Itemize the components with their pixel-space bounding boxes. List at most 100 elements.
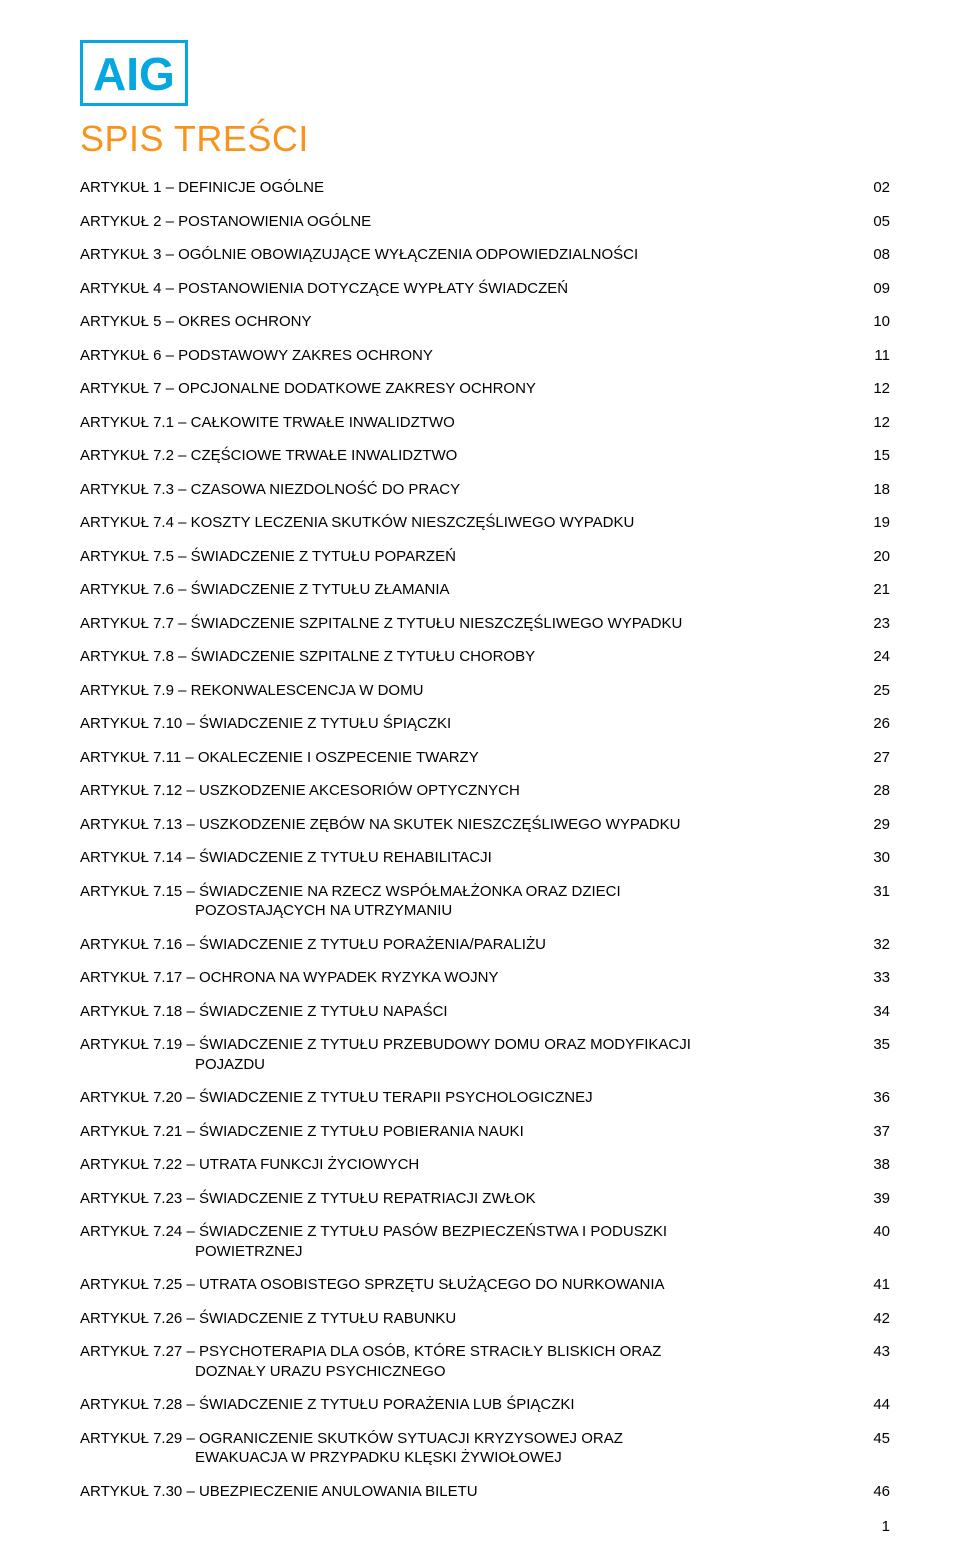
toc-page-number: 37 <box>860 1122 890 1142</box>
toc-page-number: 25 <box>860 681 890 701</box>
toc-row: ARTYKUŁ 7.11 – OKALECZENIE I OSZPECENIE … <box>80 748 890 768</box>
toc-title: ARTYKUŁ 7.26 – ŚWIADCZENIE Z TYTUŁU RABU… <box>80 1309 860 1329</box>
toc-row: ARTYKUŁ 7.17 – OCHRONA NA WYPADEK RYZYKA… <box>80 968 890 988</box>
toc-row: ARTYKUŁ 7.6 – ŚWIADCZENIE Z TYTUŁU ZŁAMA… <box>80 580 890 600</box>
toc-title: ARTYKUŁ 7.1 – CAŁKOWITE TRWAŁE INWALIDZT… <box>80 413 860 433</box>
toc-row: ARTYKUŁ 7.9 – REKONWALESCENCJA W DOMU25 <box>80 681 890 701</box>
toc-page-number: 21 <box>860 580 890 600</box>
toc-page-number: 40 <box>860 1222 890 1242</box>
toc-page-number: 29 <box>860 815 890 835</box>
toc-page-number: 19 <box>860 513 890 533</box>
toc-page-number: 09 <box>860 279 890 299</box>
toc-title: ARTYKUŁ 7.23 – ŚWIADCZENIE Z TYTUŁU REPA… <box>80 1189 860 1209</box>
toc-page-number: 31 <box>860 882 890 902</box>
toc-page-number: 42 <box>860 1309 890 1329</box>
toc-page-number: 15 <box>860 446 890 466</box>
toc-title-line2: POWIETRZNEJ <box>80 1242 830 1262</box>
toc-page-number: 23 <box>860 614 890 634</box>
toc-page-number: 44 <box>860 1395 890 1415</box>
logo-text: AIG <box>93 48 175 100</box>
toc-row: ARTYKUŁ 7.18 – ŚWIADCZENIE Z TYTUŁU NAPA… <box>80 1002 890 1022</box>
toc-title: ARTYKUŁ 7.15 – ŚWIADCZENIE NA RZECZ WSPÓ… <box>80 882 860 921</box>
toc-page-number: 02 <box>860 178 890 198</box>
toc-page-number: 28 <box>860 781 890 801</box>
toc-page-number: 12 <box>860 413 890 433</box>
toc-row: ARTYKUŁ 7.8 – ŚWIADCZENIE SZPITALNE Z TY… <box>80 647 890 667</box>
toc-page-number: 05 <box>860 212 890 232</box>
toc-page-number: 46 <box>860 1482 890 1502</box>
toc-page-number: 43 <box>860 1342 890 1362</box>
toc-page-number: 45 <box>860 1429 890 1449</box>
toc-title: ARTYKUŁ 7.14 – ŚWIADCZENIE Z TYTUŁU REHA… <box>80 848 860 868</box>
toc-row: ARTYKUŁ 7.13 – USZKODZENIE ZĘBÓW NA SKUT… <box>80 815 890 835</box>
toc-title: ARTYKUŁ 7.11 – OKALECZENIE I OSZPECENIE … <box>80 748 860 768</box>
toc-title: ARTYKUŁ 7.27 – PSYCHOTERAPIA DLA OSÓB, K… <box>80 1342 860 1381</box>
toc-title: ARTYKUŁ 7.7 – ŚWIADCZENIE SZPITALNE Z TY… <box>80 614 860 634</box>
toc-row: ARTYKUŁ 7.29 – OGRANICZENIE SKUTKÓW SYTU… <box>80 1429 890 1468</box>
toc-title: ARTYKUŁ 7.10 – ŚWIADCZENIE Z TYTUŁU ŚPIĄ… <box>80 714 860 734</box>
toc-title: ARTYKUŁ 7.3 – CZASOWA NIEZDOLNOŚĆ DO PRA… <box>80 480 860 500</box>
toc-title: ARTYKUŁ 7.19 – ŚWIADCZENIE Z TYTUŁU PRZE… <box>80 1035 860 1074</box>
toc-title: ARTYKUŁ 2 – POSTANOWIENIA OGÓLNE <box>80 212 860 232</box>
toc-title-line2: POZOSTAJĄCYCH NA UTRZYMANIU <box>80 901 830 921</box>
toc-row: ARTYKUŁ 7.21 – ŚWIADCZENIE Z TYTUŁU POBI… <box>80 1122 890 1142</box>
toc-row: ARTYKUŁ 7.5 – ŚWIADCZENIE Z TYTUŁU POPAR… <box>80 547 890 567</box>
toc-row: ARTYKUŁ 7.12 – USZKODZENIE AKCESORIÓW OP… <box>80 781 890 801</box>
toc-row: ARTYKUŁ 3 – OGÓLNIE OBOWIĄZUJĄCE WYŁĄCZE… <box>80 245 890 265</box>
table-of-contents: ARTYKUŁ 1 – DEFINICJE OGÓLNE02ARTYKUŁ 2 … <box>80 178 890 1501</box>
toc-row: ARTYKUŁ 7.14 – ŚWIADCZENIE Z TYTUŁU REHA… <box>80 848 890 868</box>
toc-row: ARTYKUŁ 7.26 – ŚWIADCZENIE Z TYTUŁU RABU… <box>80 1309 890 1329</box>
toc-page-number: 20 <box>860 547 890 567</box>
toc-page-number: 24 <box>860 647 890 667</box>
toc-title: ARTYKUŁ 7.12 – USZKODZENIE AKCESORIÓW OP… <box>80 781 860 801</box>
toc-row: ARTYKUŁ 6 – PODSTAWOWY ZAKRES OCHRONY11 <box>80 346 890 366</box>
toc-row: ARTYKUŁ 7.22 – UTRATA FUNKCJI ŻYCIOWYCH3… <box>80 1155 890 1175</box>
toc-title-line2: EWAKUACJA W PRZYPADKU KLĘSKI ŻYWIOŁOWEJ <box>80 1448 830 1468</box>
toc-title: ARTYKUŁ 5 – OKRES OCHRONY <box>80 312 860 332</box>
toc-title: ARTYKUŁ 3 – OGÓLNIE OBOWIĄZUJĄCE WYŁĄCZE… <box>80 245 860 265</box>
toc-row: ARTYKUŁ 7 – OPCJONALNE DODATKOWE ZAKRESY… <box>80 379 890 399</box>
toc-row: ARTYKUŁ 7.27 – PSYCHOTERAPIA DLA OSÓB, K… <box>80 1342 890 1381</box>
toc-row: ARTYKUŁ 7.24 – ŚWIADCZENIE Z TYTUŁU PASÓ… <box>80 1222 890 1261</box>
toc-page-number: 30 <box>860 848 890 868</box>
toc-page-number: 12 <box>860 379 890 399</box>
toc-title: ARTYKUŁ 7.17 – OCHRONA NA WYPADEK RYZYKA… <box>80 968 860 988</box>
toc-title: ARTYKUŁ 1 – DEFINICJE OGÓLNE <box>80 178 860 198</box>
toc-title: ARTYKUŁ 7 – OPCJONALNE DODATKOWE ZAKRESY… <box>80 379 860 399</box>
toc-title: ARTYKUŁ 6 – PODSTAWOWY ZAKRES OCHRONY <box>80 346 860 366</box>
toc-row: ARTYKUŁ 7.3 – CZASOWA NIEZDOLNOŚĆ DO PRA… <box>80 480 890 500</box>
toc-title: ARTYKUŁ 7.22 – UTRATA FUNKCJI ŻYCIOWYCH <box>80 1155 860 1175</box>
toc-page-number: 32 <box>860 935 890 955</box>
toc-page-number: 10 <box>860 312 890 332</box>
toc-page-number: 39 <box>860 1189 890 1209</box>
page-number: 1 <box>882 1518 890 1535</box>
toc-title: ARTYKUŁ 7.25 – UTRATA OSOBISTEGO SPRZĘTU… <box>80 1275 860 1295</box>
toc-title: ARTYKUŁ 7.4 – KOSZTY LECZENIA SKUTKÓW NI… <box>80 513 860 533</box>
toc-row: ARTYKUŁ 7.15 – ŚWIADCZENIE NA RZECZ WSPÓ… <box>80 882 890 921</box>
toc-title: ARTYKUŁ 7.28 – ŚWIADCZENIE Z TYTUŁU PORA… <box>80 1395 860 1415</box>
toc-title: ARTYKUŁ 7.18 – ŚWIADCZENIE Z TYTUŁU NAPA… <box>80 1002 860 1022</box>
toc-page-number: 33 <box>860 968 890 988</box>
toc-row: ARTYKUŁ 7.23 – ŚWIADCZENIE Z TYTUŁU REPA… <box>80 1189 890 1209</box>
toc-title: ARTYKUŁ 7.9 – REKONWALESCENCJA W DOMU <box>80 681 860 701</box>
toc-row: ARTYKUŁ 2 – POSTANOWIENIA OGÓLNE05 <box>80 212 890 232</box>
toc-row: ARTYKUŁ 1 – DEFINICJE OGÓLNE02 <box>80 178 890 198</box>
toc-title: ARTYKUŁ 7.29 – OGRANICZENIE SKUTKÓW SYTU… <box>80 1429 860 1468</box>
toc-title-line2: POJAZDU <box>80 1055 830 1075</box>
toc-title: ARTYKUŁ 7.5 – ŚWIADCZENIE Z TYTUŁU POPAR… <box>80 547 860 567</box>
aig-logo: AIG <box>80 40 188 106</box>
document-page: AIG SPIS TREŚCI ARTYKUŁ 1 – DEFINICJE OG… <box>0 0 960 1557</box>
toc-title-line2: DOZNAŁY URAZU PSYCHICZNEGO <box>80 1362 830 1382</box>
toc-row: ARTYKUŁ 7.16 – ŚWIADCZENIE Z TYTUŁU PORA… <box>80 935 890 955</box>
toc-title: ARTYKUŁ 7.21 – ŚWIADCZENIE Z TYTUŁU POBI… <box>80 1122 860 1142</box>
toc-row: ARTYKUŁ 7.19 – ŚWIADCZENIE Z TYTUŁU PRZE… <box>80 1035 890 1074</box>
toc-row: ARTYKUŁ 7.30 – UBEZPIECZENIE ANULOWANIA … <box>80 1482 890 1502</box>
toc-title: ARTYKUŁ 4 – POSTANOWIENIA DOTYCZĄCE WYPŁ… <box>80 279 860 299</box>
toc-title: ARTYKUŁ 7.24 – ŚWIADCZENIE Z TYTUŁU PASÓ… <box>80 1222 860 1261</box>
toc-title: ARTYKUŁ 7.6 – ŚWIADCZENIE Z TYTUŁU ZŁAMA… <box>80 580 860 600</box>
toc-row: ARTYKUŁ 7.2 – CZĘŚCIOWE TRWAŁE INWALIDZT… <box>80 446 890 466</box>
toc-row: ARTYKUŁ 7.1 – CAŁKOWITE TRWAŁE INWALIDZT… <box>80 413 890 433</box>
toc-title: ARTYKUŁ 7.13 – USZKODZENIE ZĘBÓW NA SKUT… <box>80 815 860 835</box>
toc-page-number: 11 <box>860 346 890 366</box>
toc-page-number: 34 <box>860 1002 890 1022</box>
